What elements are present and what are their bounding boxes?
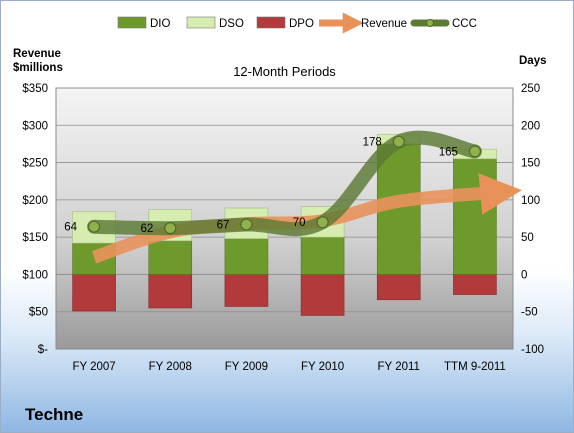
ccc-data-label: 64 <box>64 222 77 234</box>
left-axis-tick-label: $50 <box>29 307 48 319</box>
right-axis-tick-label: -50 <box>521 307 538 319</box>
left-axis-tick-label: $150 <box>22 232 48 244</box>
bar-dio <box>148 240 193 275</box>
left-axis-tick-label: $250 <box>22 158 48 170</box>
chart-title: 12-Month Periods <box>233 64 336 79</box>
bar-dpo <box>300 274 345 316</box>
bar-dio <box>300 236 345 275</box>
category-label: FY 2009 <box>225 361 268 373</box>
legend-label: DPO <box>289 18 314 30</box>
legend-label: DIO <box>150 18 171 30</box>
ccc-point <box>468 145 482 158</box>
bar-dpo <box>224 274 269 307</box>
bar-dpo <box>453 274 497 295</box>
legend-label: CCC <box>452 18 477 30</box>
right-axis-tick-label: 250 <box>521 83 540 95</box>
right-axis-tick-label: 200 <box>521 120 540 132</box>
right-axis-tick-label: 100 <box>521 195 540 207</box>
category-label: FY 2007 <box>72 361 115 373</box>
left-axis-tick-label: $300 <box>22 120 48 132</box>
bar-dio <box>453 158 497 275</box>
legend-swatch-dpo <box>256 16 286 29</box>
ccc-point <box>392 135 405 148</box>
ccc-data-label: 165 <box>439 146 458 158</box>
bar-dpo <box>148 274 193 309</box>
left-axis-tick-label: $350 <box>22 83 48 95</box>
category-label: FY 2010 <box>301 361 344 373</box>
right-axis-tick-label: 50 <box>521 232 534 244</box>
ccc-data-label: 62 <box>140 223 153 235</box>
left-axis-tick-label: $- <box>38 344 48 356</box>
category-label: FY 2008 <box>149 361 192 373</box>
ccc-point <box>164 222 177 235</box>
category-label: TTM 9-2011 <box>444 361 506 373</box>
right-axis-tick-label: -100 <box>521 344 544 356</box>
left-axis-tick-label: $200 <box>22 195 48 207</box>
category-label: FY 2011 <box>378 361 420 373</box>
ccc-data-label: 70 <box>293 217 306 229</box>
company-name: Techne <box>25 405 84 424</box>
bar-dpo <box>376 274 421 301</box>
left-axis-tick-label: $100 <box>22 269 48 281</box>
legend-swatch-ccc-marker <box>426 19 434 27</box>
ccc-point <box>87 220 101 233</box>
ccc-point <box>240 218 253 231</box>
legend-swatch-dso <box>186 16 216 29</box>
bar-dpo <box>72 274 116 312</box>
bar-dio <box>224 238 269 275</box>
right-axis-title: Days <box>519 55 547 67</box>
legend-label: Revenue <box>361 18 407 30</box>
right-axis-tick-label: 0 <box>521 269 527 281</box>
ccc-point <box>316 216 329 229</box>
legend-swatch-dio <box>117 16 147 29</box>
right-axis-tick-label: 150 <box>521 158 540 170</box>
legend-label: DSO <box>219 18 244 30</box>
left-axis-title-line1: Revenue <box>13 48 61 60</box>
ccc-data-label: 67 <box>217 219 230 231</box>
ccc-data-label: 178 <box>363 137 382 149</box>
left-axis-title-line2: $millions <box>13 62 63 74</box>
